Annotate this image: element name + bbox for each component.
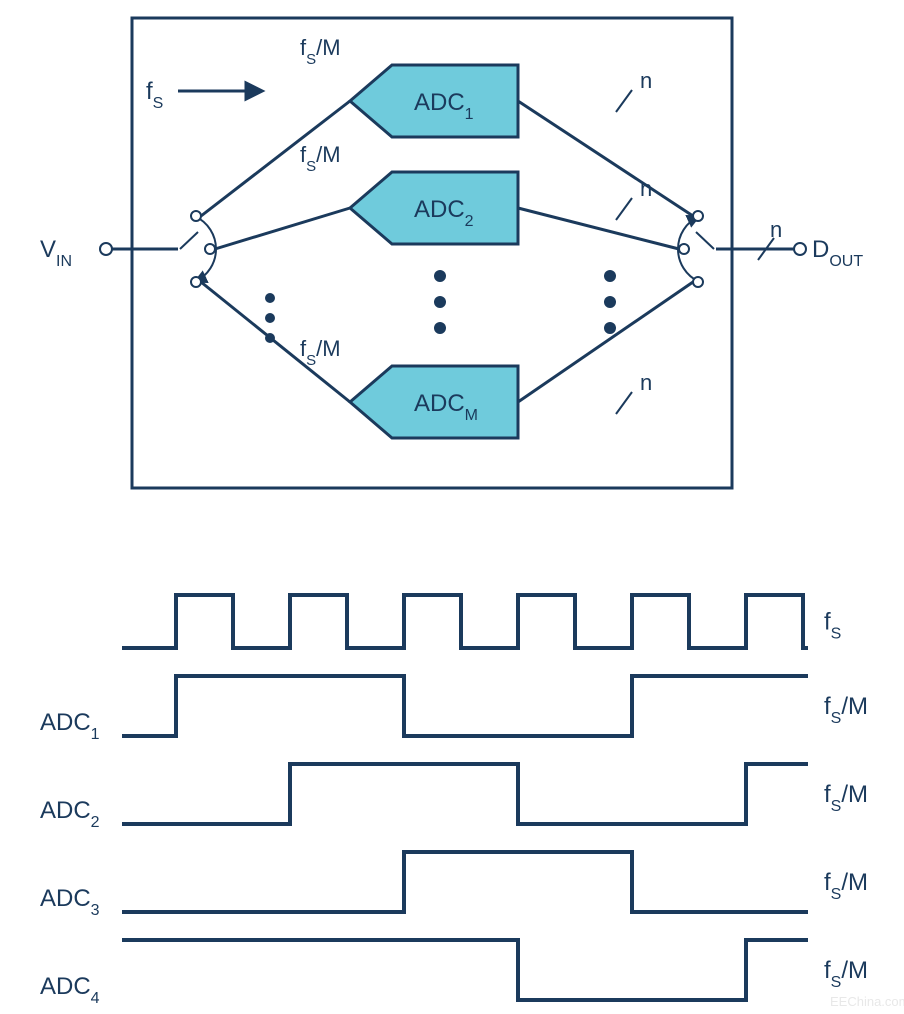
timing-left-label-adc3: ADC3 [40,885,100,919]
fs-label: fS [146,78,163,112]
mux-port-2 [693,277,703,287]
dots-2-0 [604,270,616,282]
timing-left-label-adc4: ADC4 [40,973,100,1007]
dots-0-1 [265,313,275,323]
adc-out-wire-0 [518,101,693,216]
dots-1-0 [434,270,446,282]
timing-right-label-adc3: fS/M [824,869,868,903]
demux-port-2 [191,277,201,287]
dout-n: n [770,217,782,242]
dots-0-2 [265,333,275,343]
timing-adc3 [122,852,808,912]
timing-adc2 [122,764,808,824]
adc-bus-slash-1 [616,198,632,220]
adc-rate-1: fS/M [300,142,341,175]
adc-rate-2: fS/M [300,336,341,369]
adc-bus-n-1: n [640,176,652,201]
vin-label: VIN [40,236,72,270]
timing-adc1 [122,676,808,736]
watermark: EEChina.com [830,994,904,1009]
adc-bus-n-0: n [640,68,652,93]
timing-right-label-adc4: fS/M [824,957,868,991]
timing-left-label-adc2: ADC2 [40,797,100,831]
dout-label: DOUT [812,236,863,270]
dout-terminal [794,243,806,255]
timing-fs [122,595,808,648]
vin-terminal [100,243,112,255]
adc-in-wire-1 [215,208,350,249]
mux-port-0 [693,211,703,221]
mux-wiper [696,232,714,249]
adc-out-wire-1 [518,208,679,249]
timing-right-label-adc2: fS/M [824,781,868,815]
demux-port-0 [191,211,201,221]
timing-right-label-fs: fS [824,609,841,643]
dots-2-2 [604,322,616,334]
timing-right-label-adc1: fS/M [824,693,868,727]
diagram-canvas: fSVINADC1fS/MnADC2fS/MnADCMfS/MnnDOUTfSA… [0,0,904,1014]
dots-1-2 [434,322,446,334]
dots-2-1 [604,296,616,308]
adc-rate-0: fS/M [300,35,341,68]
demux-wiper [180,232,198,249]
mux-port-1 [679,244,689,254]
dots-1-1 [434,296,446,308]
adc-bus-n-2: n [640,370,652,395]
adc-bus-slash-2 [616,392,632,414]
dots-0-0 [265,293,275,303]
timing-left-label-adc1: ADC1 [40,709,100,743]
adc-bus-slash-0 [616,90,632,112]
demux-port-1 [205,244,215,254]
timing-adc4 [122,940,808,1000]
